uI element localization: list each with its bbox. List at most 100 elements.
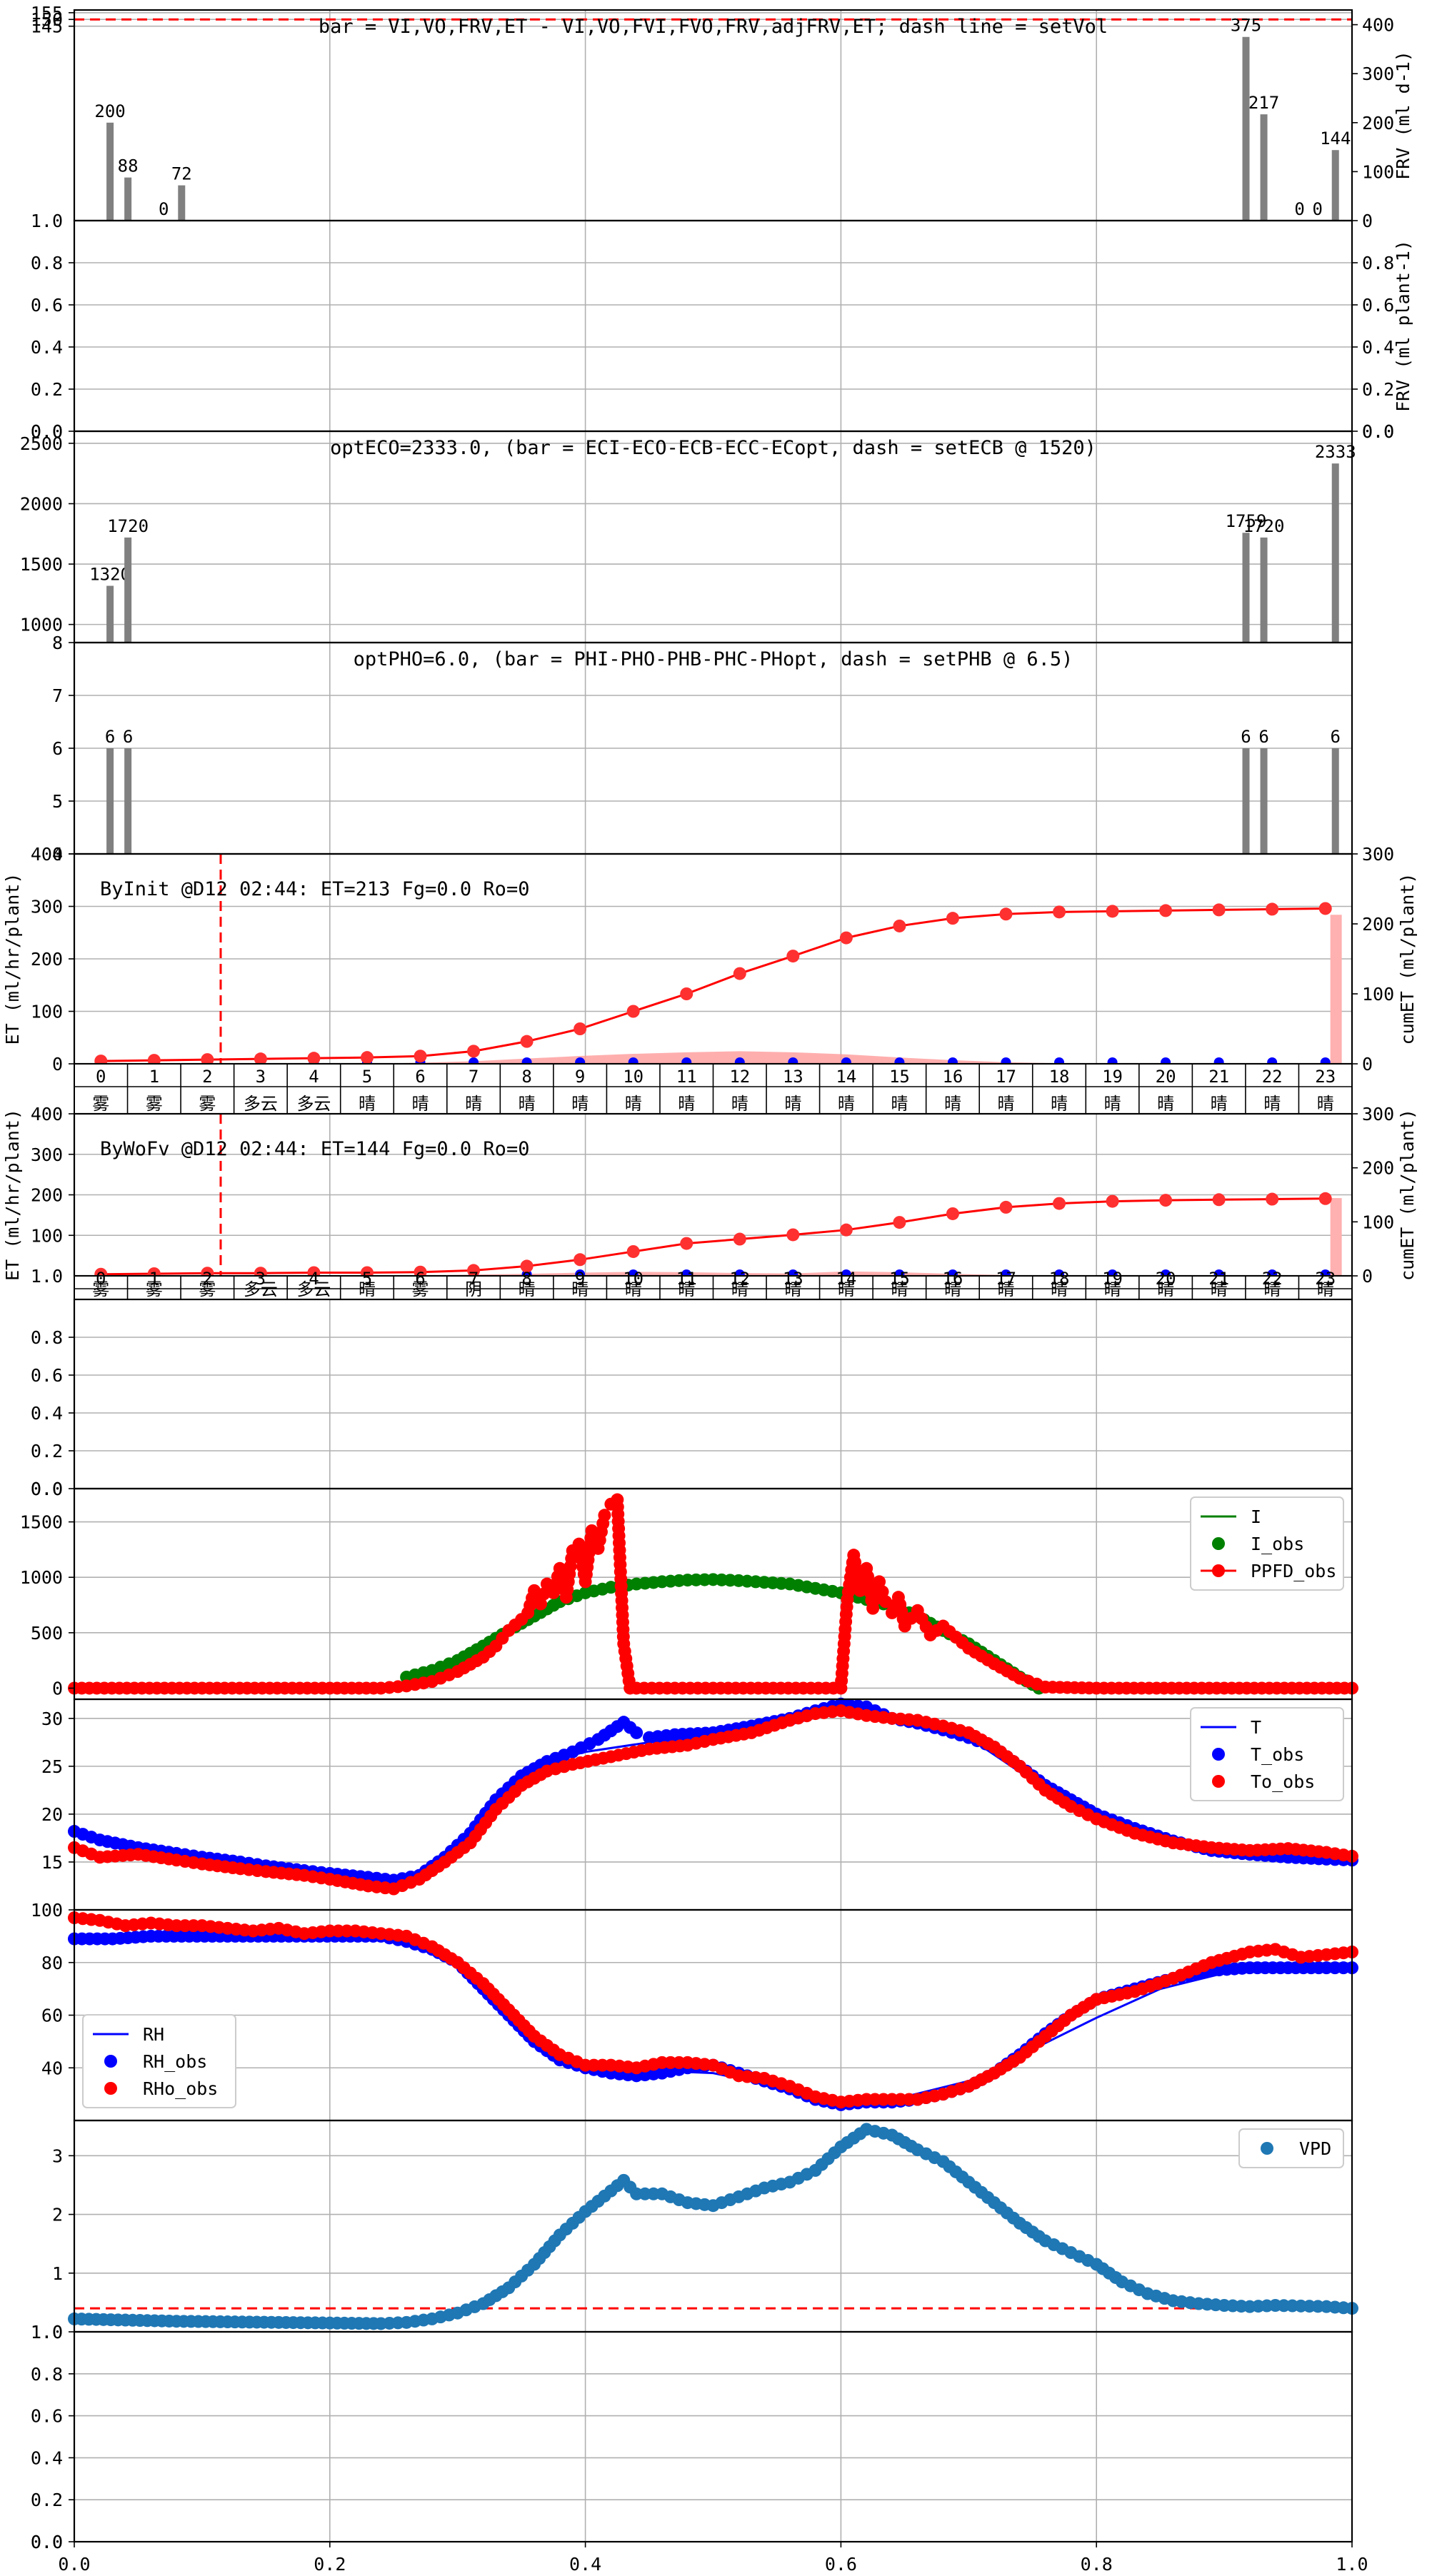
- panel-p11: 1 2 3 1.0 VPD: [31, 2119, 1358, 2343]
- cumET-marker: [733, 1232, 746, 1246]
- bar: [124, 177, 132, 221]
- bar-value-label: 6: [123, 727, 133, 747]
- legend-label: VPD: [1299, 2138, 1331, 2159]
- legend-label: To_obs: [1251, 1771, 1315, 1792]
- y-tick-label: 1.0: [31, 2322, 63, 2343]
- hour-label: 9: [575, 1269, 585, 1289]
- y2-tick-label: 0.2: [1362, 379, 1394, 400]
- hour-label: 20: [1156, 1269, 1176, 1289]
- cumET-line: [101, 1197, 1326, 1276]
- y-tick-label: 0.2: [31, 1441, 63, 1461]
- hour-label: 22: [1262, 1269, 1283, 1289]
- hour-label: 0: [96, 1269, 106, 1289]
- cumET-marker: [1159, 1194, 1173, 1207]
- y-tick-label: 0.0: [31, 1479, 63, 1499]
- y-bottom-label: 1.0: [31, 1266, 63, 1287]
- legend-box: [82, 2014, 236, 2108]
- cumET-marker: [307, 1052, 321, 1065]
- cumET-marker: [946, 912, 959, 925]
- weather-label: 晴: [1263, 1094, 1281, 1114]
- y2-tick-label: 0.4: [1362, 337, 1394, 358]
- y2-tick-label: 0.8: [1362, 253, 1394, 273]
- cumET-marker: [1318, 1192, 1332, 1205]
- weather-label: 晴: [678, 1279, 695, 1299]
- bar: [1331, 150, 1339, 221]
- weather-label: 晴: [731, 1094, 748, 1114]
- y-tick-label: 2000: [20, 493, 63, 514]
- hour-label: 14: [836, 1067, 856, 1087]
- y-tick-label: 200: [31, 1185, 63, 1206]
- y2-tick-label: 100: [1362, 984, 1394, 1005]
- cumET-marker: [1159, 904, 1173, 917]
- panel-p10: 40 60 80 100 RH RH_obs RHo_obs: [31, 1900, 1358, 2122]
- cumET-marker: [574, 1253, 587, 1267]
- y-tick-label: 0.4: [31, 337, 63, 358]
- bar-value-label: 1720: [1243, 516, 1285, 536]
- hour-label: 19: [1102, 1067, 1123, 1087]
- y2-tick-label: 0.6: [1362, 295, 1394, 316]
- hour-label: 10: [623, 1269, 644, 1289]
- weather-label: 晴: [1317, 1279, 1334, 1299]
- cumET-marker: [946, 1207, 959, 1220]
- panel-title: optECO=2333.0, (bar = ECI-ECO-ECB-ECC-EC…: [330, 437, 1096, 459]
- y-tick-label: 0.2: [31, 379, 63, 400]
- weather-label: 晴: [891, 1279, 908, 1299]
- hour-label: 23: [1315, 1269, 1336, 1289]
- y-tick-label: 2500: [20, 433, 63, 454]
- bar-value-label: 1759: [1226, 511, 1267, 531]
- bar-value-label: 144: [1320, 129, 1351, 149]
- cumET-marker: [786, 950, 800, 963]
- cumET-marker: [1106, 1194, 1119, 1208]
- weather-label: 晴: [997, 1094, 1014, 1114]
- y-tick-label: 0.4: [31, 1403, 63, 1424]
- hour-label: 8: [521, 1269, 531, 1289]
- hour-label: 22: [1262, 1067, 1283, 1087]
- legend-label: I: [1251, 1506, 1261, 1527]
- weather-label: 多云: [296, 1279, 331, 1299]
- hour-label: 1: [149, 1269, 159, 1289]
- y-tick-label: 0.0: [31, 2532, 63, 2552]
- y-tick-label: 400: [31, 1104, 63, 1125]
- weather-label: 阴: [465, 1279, 482, 1299]
- weather-label: 多云: [244, 1094, 278, 1114]
- weather-label: 晴: [1104, 1094, 1121, 1114]
- y-bottom-label: 1.0: [31, 211, 63, 231]
- bar-value-label: 0: [159, 199, 169, 219]
- cumET-marker: [467, 1264, 481, 1277]
- cumET-marker: [520, 1259, 534, 1273]
- weather-label: 晴: [412, 1094, 429, 1114]
- axes-frame: [73, 2330, 1353, 2543]
- bar: [1242, 748, 1250, 854]
- legend-swatch-marker: [1212, 1537, 1225, 1550]
- y-bottom-label: 0.0: [31, 2532, 63, 2552]
- hour-label: 11: [676, 1067, 697, 1087]
- hour-label: 23: [1315, 1067, 1336, 1087]
- weather-label: 晴: [944, 1094, 961, 1114]
- y2-tick-label: 300: [1362, 64, 1394, 84]
- y-tick-label: 0.8: [31, 1327, 63, 1348]
- y-tick-label: 80: [41, 1953, 63, 1973]
- y-tick-label: 1500: [20, 554, 63, 575]
- et-annotation: ByWoFv @D12 02:44: ET=144 Fg=0.0 Ro=0: [100, 1138, 529, 1160]
- panel-p2: 0.00.20.40.60.80.0 0.00.20.40.60.80.0FRV …: [31, 219, 1413, 442]
- cumET-marker: [1053, 1197, 1066, 1210]
- y2-tick-label: 200: [1362, 914, 1394, 935]
- y-tick-label: 60: [41, 2006, 63, 2026]
- hour-label: 3: [256, 1067, 266, 1087]
- series-marker-PPFD_obs: [876, 1585, 889, 1599]
- hour-label: 4: [309, 1269, 319, 1289]
- y-tick-label: 5: [52, 791, 63, 812]
- y2-tick-label: 0: [1362, 211, 1373, 231]
- panel-p12: 0.00.20.40.60.81.00.00.0 0.2 0.4 0.6 0.8 1.0: [31, 2322, 1368, 2575]
- hour-label: 17: [996, 1067, 1016, 1087]
- legend-swatch-marker: [1261, 2142, 1273, 2155]
- y2-bottom-label: 0.0: [1362, 421, 1394, 442]
- cumET-marker: [786, 1228, 800, 1242]
- cumET-marker: [574, 1022, 587, 1035]
- weather-label: 晴: [1317, 1094, 1334, 1114]
- cumET-marker: [1212, 903, 1226, 917]
- legend-swatch-marker: [104, 2082, 117, 2095]
- weather-label: 晴: [1211, 1279, 1228, 1299]
